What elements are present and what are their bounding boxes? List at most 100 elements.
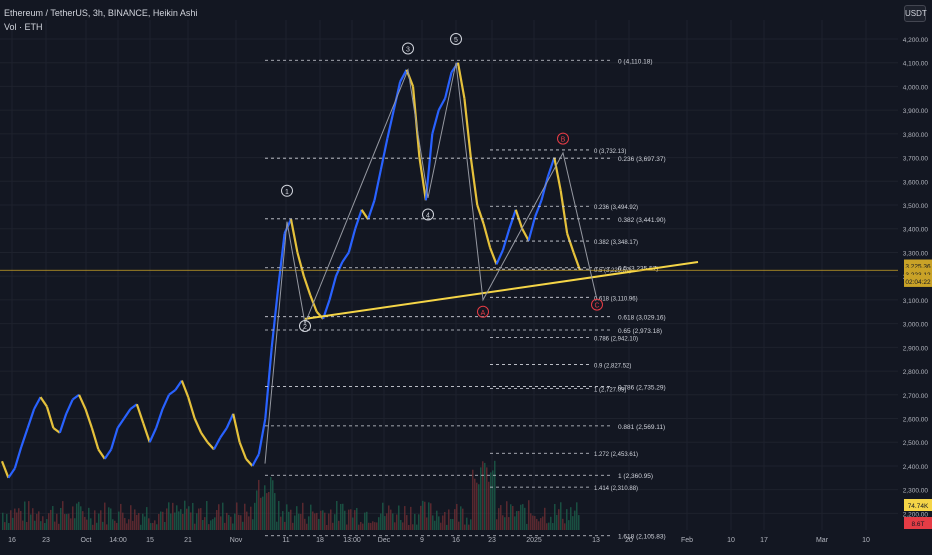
y-tick-label: 3,600.00 [903, 179, 929, 186]
volume-bar [84, 517, 86, 530]
volume-bar [484, 463, 486, 530]
volume-bar [220, 516, 222, 530]
volume-bar [542, 517, 544, 530]
volume-bar [382, 503, 384, 530]
volume-bar [516, 511, 518, 530]
price-segment [79, 395, 85, 409]
volume-bar [474, 479, 476, 530]
volume-bar [130, 505, 132, 530]
price-segment [66, 400, 72, 414]
price-segment [175, 381, 181, 390]
y-tick-label: 3,500.00 [903, 203, 929, 210]
volume-bar [520, 505, 522, 530]
chart-area[interactable]: 2,200.00 2,300.00 2,400.00 2,500.00 2,600.00… [0, 0, 932, 550]
fib-label: 1 (2,727.09) [594, 387, 626, 393]
volume-bar [436, 511, 438, 530]
volume-bar [544, 508, 546, 530]
volume-bar [320, 511, 322, 530]
fib-label: 0 (3,732.13) [594, 149, 626, 155]
volume-bar [342, 504, 344, 530]
volume-bar [70, 518, 72, 530]
volume-bar [226, 513, 228, 530]
volume-bar [430, 503, 432, 530]
volume-bar [254, 503, 256, 530]
fib-label: 0.382 (3,441.90) [618, 217, 666, 224]
price-segment [169, 390, 175, 395]
volume-bar [364, 513, 366, 530]
volume-bar [522, 504, 524, 530]
volume-bar [402, 522, 404, 530]
volume-bar [140, 525, 142, 530]
volume-bar [158, 514, 160, 530]
price-segment [111, 428, 117, 449]
price-chart[interactable]: 2,200.002,300.002,400.002,500.002,600.00… [0, 0, 932, 550]
x-tick-label: 23 [42, 537, 50, 544]
wave-label: B [561, 137, 566, 144]
y-tick-label: 3,900.00 [903, 108, 929, 115]
volume-bar [372, 521, 374, 530]
volume-bar [4, 522, 6, 530]
price-segment [124, 409, 130, 418]
volume-bar [86, 520, 88, 530]
price-segment [188, 397, 194, 418]
price-segment [362, 210, 368, 219]
volume-bar [228, 515, 230, 530]
symbol-title[interactable]: Ethereum / TetherUS, 3h, BINANCE, Heikin… [4, 6, 197, 20]
volume-bar [282, 511, 284, 530]
price-segment [272, 288, 278, 347]
volume-bar [388, 505, 390, 530]
fib-label: 0.618 (3,029.16) [618, 315, 666, 322]
volume-bar [330, 510, 332, 530]
volume-bar [354, 510, 356, 530]
volume-bar [74, 518, 76, 530]
volume-bar [26, 522, 28, 530]
x-tick-label: 23 [488, 537, 496, 544]
volume-bar [532, 516, 534, 530]
price-segment [368, 200, 374, 219]
price-segment [297, 252, 303, 276]
price-segment [163, 395, 169, 409]
volume-bar [166, 508, 168, 530]
volume-bar [14, 509, 16, 530]
price-segment [503, 229, 509, 250]
volume-bar [450, 519, 452, 530]
volume-bar [96, 523, 98, 530]
volume-bar [218, 504, 220, 530]
price-segment [195, 419, 201, 433]
y-tick-label: 2,900.00 [903, 345, 929, 352]
volume-bar [100, 510, 102, 530]
volume-bar [22, 521, 24, 530]
volume-bar [106, 524, 108, 530]
volume-bar [192, 503, 194, 530]
price-segment [259, 419, 265, 455]
volume-bar [310, 505, 312, 530]
volume-bar [512, 506, 514, 530]
price-segment [330, 276, 336, 300]
fib-label: 1.272 (2,453.61) [594, 452, 638, 458]
y-tick-label: 2,500.00 [903, 440, 929, 447]
volume-bar [108, 507, 110, 530]
volume-bar [260, 498, 262, 530]
currency-button[interactable]: USDT [904, 5, 926, 22]
price-segment [439, 98, 445, 110]
volume-bar [2, 513, 4, 530]
price-segment [21, 428, 27, 447]
volume-bar [438, 516, 440, 530]
price-segment [304, 276, 310, 295]
y-tick-label: 3,800.00 [903, 132, 929, 139]
volume-bar [104, 503, 106, 530]
price-segment [432, 110, 438, 134]
volume-tag: 8.6T [911, 521, 924, 528]
volume-bar [200, 508, 202, 530]
price-segment [252, 454, 258, 466]
volume-bar [482, 461, 484, 530]
volume-bar [294, 516, 296, 530]
volume-bar [490, 472, 492, 530]
price-segment [336, 262, 342, 276]
volume-bar [308, 516, 310, 530]
volume-bar [60, 508, 62, 530]
price-segment [47, 407, 53, 428]
x-tick-label: 21 [184, 537, 192, 544]
x-tick-label: Dec [378, 537, 391, 544]
volume-bar [56, 514, 58, 530]
